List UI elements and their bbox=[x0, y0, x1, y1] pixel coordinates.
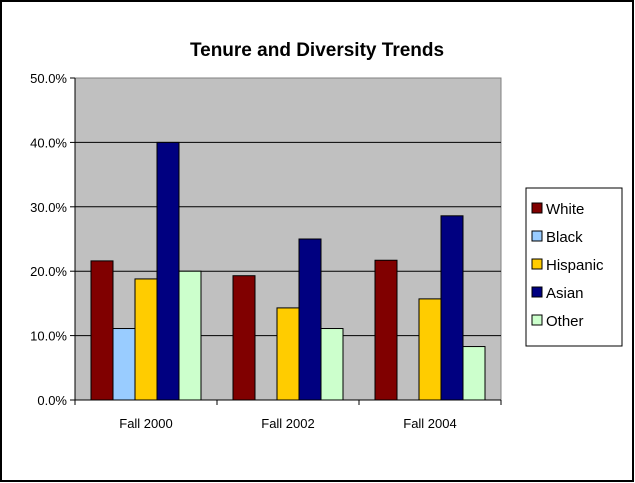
bars bbox=[90, 141, 486, 401]
bar-hispanic bbox=[276, 307, 300, 401]
y-tick-label: 30.0% bbox=[30, 200, 67, 215]
bar-asian bbox=[298, 238, 322, 401]
y-tick-label: 0.0% bbox=[37, 393, 67, 408]
legend-swatch-hispanic bbox=[531, 258, 543, 270]
legend-swatch-black bbox=[531, 230, 543, 242]
bar-other bbox=[320, 328, 344, 401]
legend-label-hispanic: Hispanic bbox=[546, 257, 604, 274]
legend: White Black Hispanic Asian Other bbox=[525, 187, 623, 347]
bar-hispanic bbox=[418, 298, 442, 401]
y-axis: 0.0% 10.0% 20.0% 30.0% 40.0% 50.0% bbox=[30, 71, 76, 408]
legend-label-white: White bbox=[546, 201, 584, 218]
chart-title: Tenure and Diversity Trends bbox=[190, 40, 444, 61]
legend-swatch-asian bbox=[531, 286, 543, 298]
y-tick-label: 10.0% bbox=[30, 329, 67, 344]
y-tick-label: 40.0% bbox=[30, 135, 67, 150]
x-tick-label: Fall 2000 bbox=[119, 416, 172, 431]
legend-swatch-white bbox=[531, 202, 543, 214]
legend-label-black: Black bbox=[546, 229, 583, 246]
bar-other bbox=[178, 270, 202, 401]
x-axis: Fall 2000 Fall 2002 Fall 2004 bbox=[74, 399, 502, 431]
bar-asian bbox=[440, 215, 464, 401]
bar-white bbox=[232, 275, 256, 401]
x-tick-label: Fall 2004 bbox=[403, 416, 456, 431]
bar-white bbox=[374, 259, 398, 401]
legend-swatch-other bbox=[531, 314, 543, 326]
bar-asian bbox=[156, 141, 180, 401]
bar-black bbox=[112, 328, 136, 401]
bar-hispanic bbox=[134, 278, 158, 401]
bar-white bbox=[90, 260, 114, 401]
legend-label-other: Other bbox=[546, 313, 584, 330]
legend-label-asian: Asian bbox=[546, 285, 584, 302]
y-tick-label: 20.0% bbox=[30, 264, 67, 279]
bar-other bbox=[462, 346, 486, 401]
x-tick-label: Fall 2002 bbox=[261, 416, 314, 431]
y-tick-label: 50.0% bbox=[30, 71, 67, 86]
